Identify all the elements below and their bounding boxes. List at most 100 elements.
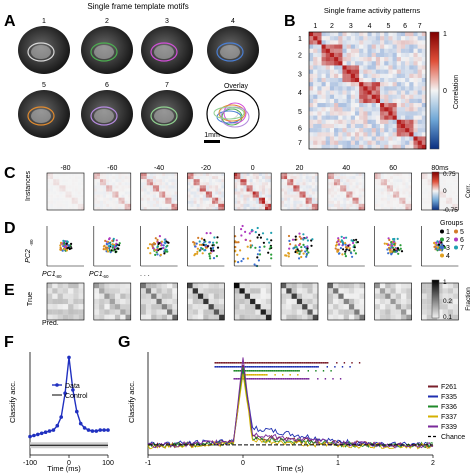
confusion-cell — [78, 288, 85, 294]
corr-lag-cell — [174, 206, 178, 211]
corr-cell — [317, 115, 322, 120]
corr-lag-cell — [47, 200, 51, 204]
confusion-cell — [57, 298, 63, 305]
corr-lag-cell — [162, 197, 166, 201]
pca-point — [63, 242, 66, 245]
corr-cell — [375, 144, 381, 150]
scale-bar — [204, 140, 220, 143]
corr-lag-cell — [314, 194, 319, 198]
confusion-cell — [192, 283, 199, 289]
sig-dot — [294, 378, 297, 380]
sig-dot — [256, 366, 259, 368]
corr-lag-cell — [124, 194, 128, 198]
corr-cell — [396, 65, 402, 70]
corr-lag-cell — [386, 179, 391, 183]
corr-lag-cell — [152, 179, 157, 183]
corr-lag-cell — [218, 206, 222, 211]
corr-lag-cell — [50, 197, 54, 201]
corr-cell — [329, 57, 335, 62]
corr-lag-cell — [284, 206, 288, 211]
corr-lag-cell — [405, 206, 409, 211]
corr-cell — [421, 86, 427, 91]
corr-lag-cell — [293, 191, 297, 195]
corr-lag-cell — [421, 203, 425, 208]
corr-cell — [325, 82, 331, 87]
sig-dot — [254, 362, 257, 364]
corr-lag-cell — [68, 200, 72, 204]
corr-lag-cell — [208, 179, 213, 183]
corr-lag-cell — [93, 173, 97, 177]
corr-lag-cell — [287, 191, 291, 195]
corr-lag-cell — [149, 185, 154, 189]
corr-cell — [421, 82, 427, 87]
confusion-cell — [172, 293, 178, 299]
corr-cell — [317, 103, 322, 108]
corr-cell — [375, 73, 381, 79]
legend-label-f339: F339 — [441, 424, 457, 431]
corr-lag-cell — [165, 173, 169, 177]
confusion-cell — [286, 288, 292, 294]
corr-lag-cell — [337, 188, 341, 192]
corr-cell — [342, 73, 347, 79]
corr-lag-cell — [421, 173, 425, 177]
corr-cell — [396, 94, 402, 100]
corr-lag-cell — [47, 203, 51, 208]
corr-lag-cell — [383, 185, 388, 189]
confusion-cell — [151, 283, 157, 289]
motif-5: 5 — [18, 82, 70, 138]
corr-lag-cell — [390, 176, 394, 180]
confusion-cell — [343, 283, 350, 289]
corr-cell — [413, 61, 418, 66]
corr-cell — [375, 119, 381, 125]
corr-lag-cell — [393, 194, 397, 198]
corr-lag-cell — [205, 185, 210, 189]
corr-cell — [371, 40, 377, 45]
corr-lag-cell — [393, 179, 397, 183]
corr-cell — [313, 82, 318, 87]
corr-cell — [400, 132, 406, 137]
sig-dot — [296, 362, 298, 364]
corr-lag-cell — [439, 173, 444, 177]
corr-lag-cell — [258, 188, 263, 192]
sig-dot — [248, 374, 251, 376]
corr-lag-cell — [396, 173, 400, 177]
data-point — [67, 355, 71, 360]
corr-lag-cell — [62, 179, 66, 183]
corr-cell — [417, 61, 423, 66]
corr-lag-cell — [109, 176, 113, 180]
corr-cell — [405, 48, 410, 54]
sig-dot — [262, 362, 264, 364]
corr-top-label-3: 3 — [349, 23, 353, 30]
pca-point — [254, 246, 257, 249]
corr-lag-cell — [168, 182, 172, 186]
corr-cell — [354, 69, 360, 74]
confusion-cell — [327, 304, 334, 310]
confusion-matrix-row — [46, 282, 459, 321]
corr-lag-cell — [421, 197, 425, 201]
corr-lag-cell — [152, 173, 157, 177]
confusion-cell — [244, 298, 251, 305]
corr-cell — [325, 98, 331, 104]
corr-lag-cell — [383, 173, 388, 177]
corr-lag-cell — [196, 173, 200, 177]
confusion-cell — [343, 304, 350, 310]
pca-point — [341, 240, 344, 243]
corr-cell — [396, 48, 402, 54]
confusion-cell — [426, 304, 433, 310]
corr-lag-cell — [402, 203, 406, 208]
corr-cell — [388, 90, 393, 95]
f-xtick-label-1: 0 — [67, 460, 71, 467]
corr-lag-cell — [427, 206, 431, 211]
corr-lag-cell — [446, 197, 450, 201]
pca-point — [270, 253, 273, 256]
confusion-cell — [161, 309, 168, 315]
corr-lag-cell — [399, 194, 403, 198]
corr-lag-cell — [439, 203, 444, 208]
corr-cell — [313, 103, 318, 108]
confusion-5 — [280, 282, 319, 321]
corr-lag-cell — [215, 182, 219, 186]
corr-cell — [417, 119, 423, 125]
corr-cell — [400, 128, 406, 133]
corr-lag-cell — [146, 188, 150, 192]
corr-lag-cell — [255, 173, 259, 177]
